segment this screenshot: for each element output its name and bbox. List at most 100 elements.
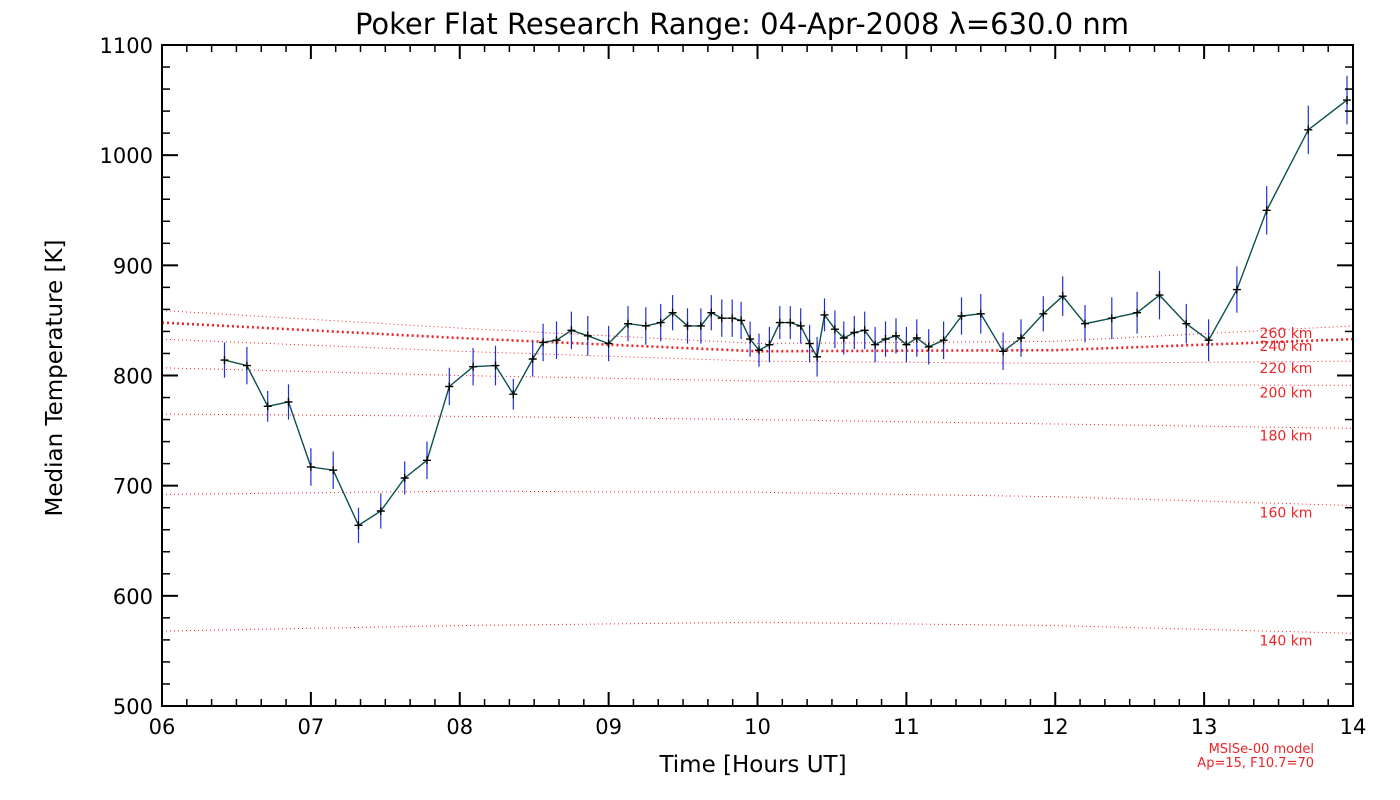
data-point: [860, 326, 869, 335]
x-tick-label: 12: [1042, 715, 1069, 739]
data-point: [813, 352, 822, 361]
y-tick-label: 500: [113, 695, 153, 719]
data-point: [306, 462, 315, 471]
x-tick-label: 07: [298, 715, 325, 739]
data-point: [839, 334, 848, 342]
data-point: [423, 456, 431, 465]
model-label-240km: 240 km: [1260, 339, 1313, 355]
data-point: [1155, 291, 1164, 300]
plot-frame: [161, 44, 1354, 707]
data-point: [552, 336, 561, 345]
model-label-200km: 200 km: [1260, 385, 1313, 401]
data-point: [957, 312, 966, 320]
y-tick-label: 800: [113, 365, 153, 389]
data-point: [445, 382, 454, 391]
data-point: [1133, 308, 1142, 317]
data-point: [850, 328, 859, 337]
x-tick-label: 09: [595, 715, 622, 739]
model-curve-160km: [161, 490, 1354, 506]
model-label-140km: 140 km: [1260, 633, 1313, 649]
data-point: [624, 319, 632, 328]
data-point: [924, 342, 933, 351]
data-point: [491, 361, 500, 370]
chart-title: Poker Flat Research Range: 04-Apr-2008 λ…: [355, 7, 1129, 41]
model-curve-200km: [161, 367, 1353, 386]
data-point: [1107, 314, 1116, 323]
model-curve-220km: [161, 338, 1354, 364]
data-point: [1304, 125, 1313, 134]
data-point: [656, 318, 665, 327]
model-curve-260km: [161, 310, 1354, 345]
data-point: [329, 466, 338, 475]
data-point: [999, 347, 1008, 356]
data-point: [830, 325, 839, 334]
data-point: [765, 340, 774, 349]
model-label-260km: 260 km: [1260, 326, 1313, 342]
data-point: [509, 390, 518, 399]
data-point: [707, 308, 716, 317]
data-point: [902, 340, 911, 349]
data-point: [737, 316, 746, 325]
data-point: [583, 331, 592, 340]
data-point: [1262, 206, 1271, 215]
data-point: [1039, 309, 1048, 318]
y-tick-label: 900: [113, 254, 153, 278]
data-point: [1182, 319, 1191, 328]
data-point: [220, 356, 229, 365]
data-point: [284, 397, 293, 406]
data-point: [912, 334, 921, 342]
y-tick-label: 600: [113, 585, 153, 609]
data-point: [539, 338, 548, 347]
data-point: [469, 362, 478, 371]
data-point: [668, 308, 677, 317]
data-point: [805, 339, 814, 348]
data-point: [871, 340, 880, 349]
data-point: [400, 474, 409, 482]
data-point: [683, 321, 692, 330]
x-tick-label: 06: [149, 715, 176, 739]
x-tick-label: 11: [893, 715, 920, 739]
data-point: [1343, 96, 1351, 105]
model-label-180km: 180 km: [1260, 428, 1313, 444]
x-axis-label: Time [Hours UT]: [658, 752, 846, 778]
data-point: [263, 402, 272, 411]
data-point: [641, 321, 650, 330]
data-point: [696, 321, 705, 330]
model-note-line1: MSISe-00 model: [1209, 742, 1314, 757]
data-point: [528, 355, 537, 363]
data-point: [1081, 319, 1089, 328]
model-curve-180km: [161, 413, 1354, 429]
model-label-220km: 220 km: [1260, 361, 1313, 377]
y-tick-label: 1000: [100, 144, 153, 168]
data-point: [820, 310, 829, 319]
data-point: [567, 326, 576, 335]
data-point: [976, 309, 985, 318]
data-point: [796, 321, 805, 330]
data-point: [1204, 336, 1213, 345]
x-tick-label: 14: [1340, 715, 1367, 739]
y-axis-label: Median Temperature [K]: [42, 240, 68, 517]
data-point: [242, 361, 251, 370]
data-point: [1232, 285, 1241, 294]
plot-area: 140 km 160 km 180 km 200 km 220 km 240 km260 …: [100, 34, 1367, 739]
data-point: [728, 314, 737, 323]
model-curve-240km: [161, 321, 1354, 353]
model-label-160km: 160 km: [1260, 506, 1313, 522]
data-point: [775, 318, 784, 327]
data-point: [354, 521, 363, 530]
model-note-line2: Ap=15, F10.7=70: [1197, 756, 1314, 771]
x-tick-label: 08: [446, 715, 473, 739]
y-tick-label: 1100: [100, 34, 153, 58]
y-tick-label: 700: [113, 475, 153, 499]
data-point: [604, 339, 613, 348]
data-point: [746, 335, 755, 344]
model-curve-140km: [161, 621, 1354, 634]
x-tick-label: 13: [1191, 715, 1218, 739]
data-point: [892, 331, 900, 340]
data-point: [755, 346, 763, 355]
data-point: [1017, 334, 1025, 342]
data-point: [376, 507, 385, 515]
data-point: [717, 314, 726, 323]
